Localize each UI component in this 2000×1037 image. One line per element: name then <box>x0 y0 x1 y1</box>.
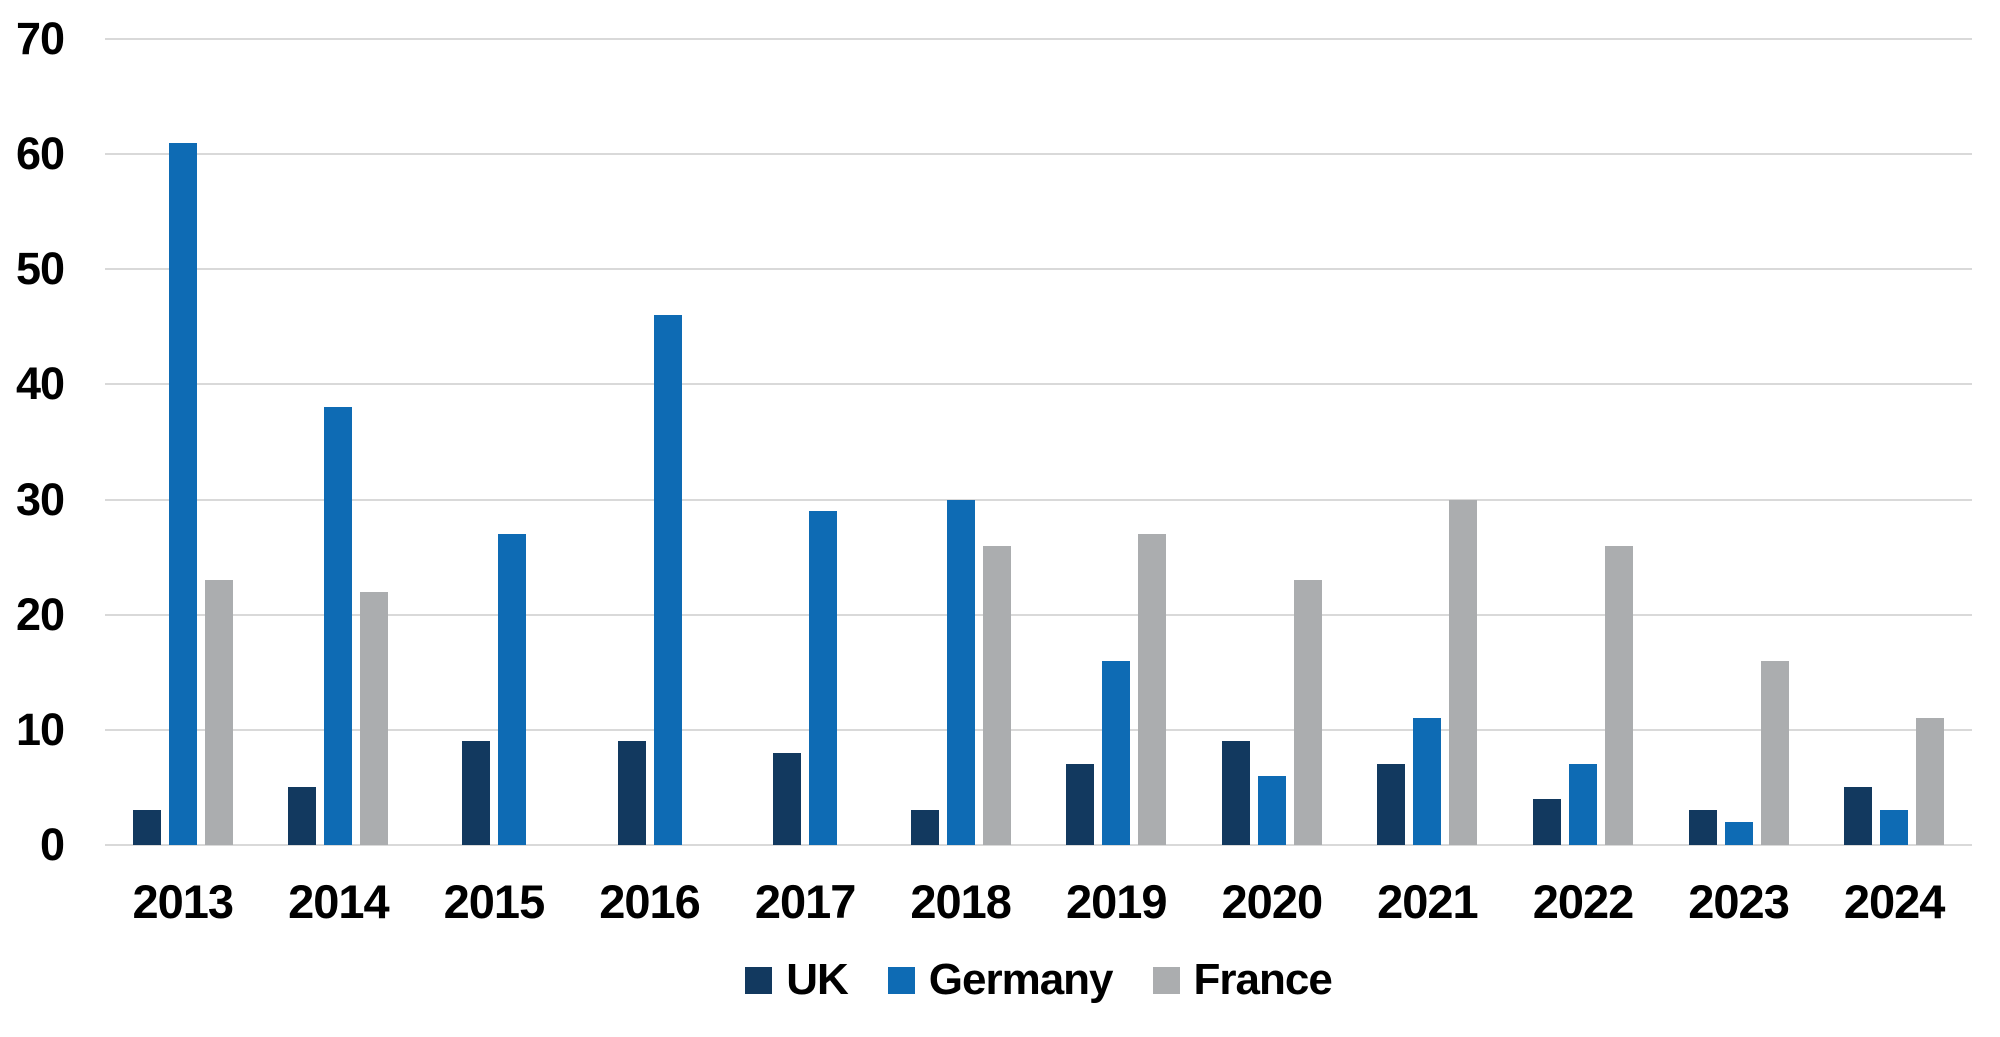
bar-uk-2022 <box>1532 798 1561 845</box>
legend-label-uk: UK <box>786 955 849 1004</box>
x-axis-label-2023: 2023 <box>1688 875 1790 928</box>
gridline-30 <box>105 498 1972 501</box>
bar-uk-2016 <box>617 741 646 845</box>
x-axis-label-2016: 2016 <box>599 875 701 928</box>
bar-germany-2020 <box>1257 775 1286 845</box>
bar-france-2014 <box>360 591 389 845</box>
bar-groups <box>105 39 1972 845</box>
gridline-10 <box>105 728 1972 731</box>
legend-label-germany: Germany <box>928 955 1114 1004</box>
bar-uk-2013 <box>132 810 161 845</box>
bar-group-2022 <box>1505 39 1661 845</box>
x-axis-label-2013: 2013 <box>132 875 235 928</box>
bar-group-2021 <box>1350 39 1506 845</box>
bar-uk-2018 <box>910 810 939 845</box>
bar-group-2013 <box>105 39 261 845</box>
bar-germany-2021 <box>1413 718 1442 845</box>
bar-group-2015 <box>416 39 572 845</box>
bar-germany-2013 <box>168 142 197 845</box>
bar-germany-2016 <box>653 315 682 845</box>
x-axis-label-2019: 2019 <box>1065 875 1168 928</box>
bar-france-2018 <box>982 545 1011 845</box>
legend-item-france: France <box>1152 955 1333 1005</box>
bar-germany-2022 <box>1568 764 1597 845</box>
legend: UK Germany France <box>105 955 1972 1005</box>
bar-group-2016 <box>572 39 728 845</box>
legend-swatch-uk <box>745 966 773 994</box>
legend-label-france: France <box>1193 955 1333 1004</box>
x-axis-label-2017: 2017 <box>754 875 857 928</box>
gridline-0 <box>105 844 1972 846</box>
y-axis: 0 10 20 30 40 50 60 70 <box>0 16 65 868</box>
y-tick-label-50: 50 <box>15 243 65 295</box>
bar-group-2024 <box>1816 39 1972 845</box>
y-tick-label-40: 40 <box>15 358 65 410</box>
y-tick-label-30: 30 <box>15 473 65 525</box>
bar-germany-2015 <box>497 534 526 845</box>
bar-france-2019 <box>1138 534 1167 845</box>
y-tick-label-0: 0 <box>39 819 65 870</box>
bar-germany-2024 <box>1880 810 1909 845</box>
bar-uk-2014 <box>288 787 317 845</box>
x-axis-label-2020: 2020 <box>1221 875 1324 928</box>
bar-uk-2023 <box>1688 810 1717 845</box>
bar-france-2020 <box>1293 580 1322 845</box>
bar-uk-2015 <box>461 741 490 845</box>
bar-germany-2019 <box>1102 660 1131 845</box>
bar-france-2021 <box>1449 499 1478 845</box>
y-tick-label-20: 20 <box>15 588 65 640</box>
bar-germany-2014 <box>324 407 353 845</box>
legend-item-germany: Germany <box>887 955 1114 1005</box>
bar-uk-2024 <box>1844 787 1873 845</box>
gridline-20 <box>105 613 1972 616</box>
x-axis-label-2014: 2014 <box>288 875 390 928</box>
legend-item-uk: UK <box>745 955 849 1005</box>
y-tick-label-60: 60 <box>15 128 65 180</box>
bar-france-2023 <box>1760 660 1789 845</box>
x-axis-label-2024: 2024 <box>1843 875 1946 928</box>
x-axis-label-2022: 2022 <box>1532 875 1635 928</box>
gridline-50 <box>105 268 1972 271</box>
bar-group-2017 <box>727 39 883 845</box>
bar-group-2014 <box>261 39 417 845</box>
bar-germany-2018 <box>946 499 975 845</box>
bar-group-2019 <box>1038 39 1194 845</box>
bar-uk-2019 <box>1066 764 1095 845</box>
bar-group-2023 <box>1661 39 1817 845</box>
plot-area <box>105 38 1972 846</box>
bar-france-2022 <box>1604 545 1633 845</box>
y-tick-label-10: 10 <box>15 703 65 755</box>
bar-germany-2023 <box>1724 821 1753 845</box>
bar-group-2018 <box>883 39 1039 845</box>
y-tick-label-70: 70 <box>15 13 65 64</box>
x-axis-label-2021: 2021 <box>1377 875 1479 928</box>
legend-swatch-germany <box>887 966 915 994</box>
gridline-70 <box>105 38 1972 40</box>
gridline-40 <box>105 383 1972 386</box>
gridline-60 <box>105 153 1972 156</box>
bar-germany-2017 <box>809 511 838 845</box>
legend-swatch-france <box>1152 966 1180 994</box>
x-axis-label-2015: 2015 <box>443 875 546 928</box>
bar-france-2013 <box>204 580 233 845</box>
bar-uk-2020 <box>1221 741 1250 845</box>
bar-uk-2017 <box>773 752 802 845</box>
x-axis-label-2018: 2018 <box>910 875 1012 928</box>
bar-group-2020 <box>1194 39 1350 845</box>
x-axis: 2013 2014 2015 2016 2017 2018 2019 2020 2021 2022… <box>105 871 1972 933</box>
bar-france-2024 <box>1916 718 1945 845</box>
bar-uk-2021 <box>1377 764 1406 845</box>
